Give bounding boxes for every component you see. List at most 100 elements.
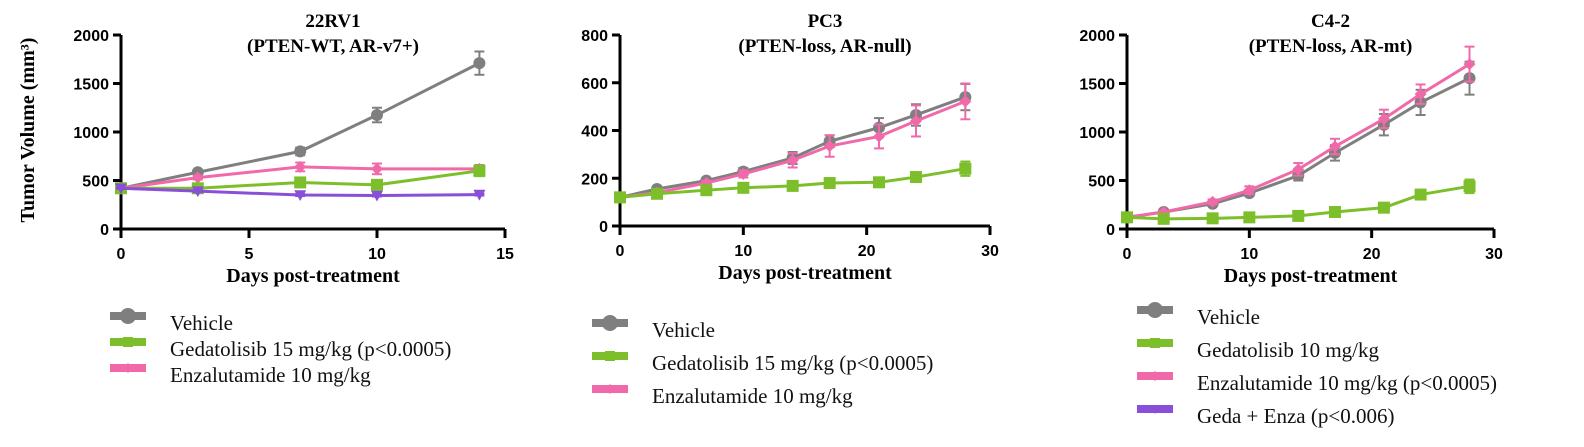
legend-item: Gedatolisib 10 mg/kg xyxy=(1137,338,1379,362)
y-tick-label: 400 xyxy=(581,124,608,141)
y-tick-label: 1000 xyxy=(1079,125,1115,142)
legend-label: Gedatolisib 15 mg/kg (p<0.0005) xyxy=(170,337,451,361)
series-geda xyxy=(614,160,972,204)
chart-title: PC3 xyxy=(808,11,843,32)
chart-title: 22RV1 xyxy=(305,11,360,32)
x-tick-label: 10 xyxy=(1240,246,1258,263)
legend-label: Gedatolisib 10 mg/kg xyxy=(1197,338,1379,362)
legend-item: Gedatolisib 15 mg/kg (p<0.0005) xyxy=(592,351,933,375)
marker-square xyxy=(1414,188,1427,201)
legend-item: Gedatolisib 15 mg/kg (p<0.0005) xyxy=(110,337,451,361)
x-tick-label: 5 xyxy=(245,246,254,263)
marker-circle xyxy=(473,57,486,70)
legend-label: Geda + Enza (p<0.006) xyxy=(1197,404,1394,428)
marker-circle xyxy=(602,315,618,331)
marker-square xyxy=(737,181,750,194)
marker-diamond xyxy=(1150,371,1160,381)
marker-diamond xyxy=(1328,140,1341,153)
marker-diamond xyxy=(1292,163,1305,176)
marker-square xyxy=(873,176,885,189)
y-tick-label: 800 xyxy=(581,28,608,45)
legend-item: Enzalutamide 10 mg/kg xyxy=(110,363,371,387)
marker-circle xyxy=(120,308,136,324)
marker-square xyxy=(473,164,486,177)
chart-subtitle: (PTEN-WT, AR-v7+) xyxy=(247,36,419,57)
x-axis-label: Days post-treatment xyxy=(718,262,892,284)
y-tick-label: 1500 xyxy=(73,77,109,94)
marker-triangle xyxy=(473,189,486,201)
marker-diamond xyxy=(123,363,133,373)
marker-diamond xyxy=(605,384,615,394)
marker-diamond xyxy=(910,114,922,127)
legend-item: Enzalutamide 10 mg/kg xyxy=(592,384,853,408)
legend-label: Vehicle xyxy=(652,318,715,342)
marker-square xyxy=(1463,180,1476,193)
y-tick-label: 600 xyxy=(581,76,608,93)
x-tick-label: 0 xyxy=(1123,246,1132,263)
marker-square xyxy=(1157,212,1170,225)
marker-square xyxy=(371,178,383,191)
marker-square xyxy=(1292,209,1305,222)
marker-diamond xyxy=(371,162,383,175)
marker-triangle xyxy=(294,190,307,202)
marker-square xyxy=(651,187,663,200)
x-tick-label: 20 xyxy=(858,243,876,260)
chart-pc3: 0 200 400 600 800 0 10 20 30 PC3 (PTEN-loss, AR-nu… xyxy=(581,11,999,408)
marker-circle xyxy=(1147,302,1163,318)
legend-label: Gedatolisib 15 mg/kg (p<0.0005) xyxy=(652,351,933,375)
marker-diamond xyxy=(1206,195,1219,208)
chart-c4-2: 0 500 1000 1500 2000 0 10 20 30 C4-2 (PTEN-loss, A… xyxy=(1079,11,1503,428)
marker-triangle xyxy=(1150,405,1160,414)
x-tick-label: 0 xyxy=(117,246,126,263)
marker-diamond xyxy=(1414,88,1427,101)
y-tick-label: 2000 xyxy=(73,28,109,45)
marker-square xyxy=(1328,206,1341,219)
x-axis-label: Days post-treatment xyxy=(226,265,400,287)
marker-square xyxy=(823,177,836,190)
marker-diamond xyxy=(1463,58,1476,71)
x-tick-label: 20 xyxy=(1363,246,1381,263)
y-tick-label: 0 xyxy=(100,222,109,239)
chart-subtitle: (PTEN-loss, AR-mt) xyxy=(1249,36,1413,57)
marker-square xyxy=(959,162,972,175)
marker-square xyxy=(294,176,307,189)
marker-circle xyxy=(294,145,307,158)
marker-diamond xyxy=(873,130,885,143)
y-tick-label: 500 xyxy=(82,174,109,191)
marker-square xyxy=(1377,201,1390,214)
y-axis-label: Tumor Volume (mm³) xyxy=(17,38,39,223)
y-tick-label: 1000 xyxy=(73,125,109,142)
legend-label: Enzalutamide 10 mg/kg (p<0.0005) xyxy=(1197,371,1497,395)
marker-square xyxy=(910,171,922,184)
y-tick-label: 0 xyxy=(1106,222,1115,239)
y-tick-label: 2000 xyxy=(1079,28,1115,45)
legend-item: Enzalutamide 10 mg/kg (p<0.0005) xyxy=(1137,371,1497,395)
legend-label: Enzalutamide 10 mg/kg xyxy=(170,363,371,387)
marker-square xyxy=(1243,211,1256,224)
marker-square xyxy=(1206,212,1219,225)
marker-triangle xyxy=(191,186,204,198)
legend-label: Vehicle xyxy=(1197,305,1260,329)
marker-square xyxy=(1150,338,1160,348)
chart-subtitle: (PTEN-loss, AR-null) xyxy=(738,36,911,57)
legend-label: Enzalutamide 10 mg/kg xyxy=(652,384,853,408)
y-tick-label: 200 xyxy=(581,171,608,188)
marker-diamond xyxy=(294,160,307,173)
x-tick-label: 30 xyxy=(981,243,999,260)
marker-diamond xyxy=(1243,184,1256,197)
marker-square xyxy=(614,191,626,204)
marker-triangle xyxy=(371,190,383,202)
legend-item: Vehicle xyxy=(1137,302,1260,329)
y-tick-label: 500 xyxy=(1088,174,1115,191)
marker-circle xyxy=(371,109,383,122)
x-tick-label: 15 xyxy=(496,246,514,263)
legend-item: Vehicle xyxy=(592,315,715,342)
y-tick-label: 1500 xyxy=(1079,77,1115,94)
legend-item: Vehicle xyxy=(110,308,233,335)
marker-square xyxy=(1121,211,1133,224)
marker-diamond xyxy=(191,171,204,184)
x-tick-label: 10 xyxy=(734,243,752,260)
marker-square xyxy=(700,184,713,197)
marker-square xyxy=(605,351,615,361)
